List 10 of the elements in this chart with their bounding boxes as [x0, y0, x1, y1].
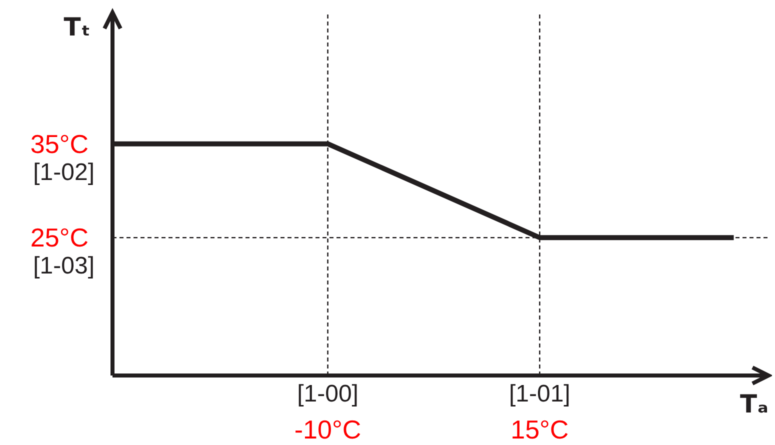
y-axis-title: Tₜ	[64, 12, 91, 42]
text: [1-01]	[508, 380, 570, 408]
text: [1-03]	[33, 252, 95, 280]
text: [1-00]	[297, 380, 358, 408]
text: [1-02]	[33, 158, 95, 186]
x-tick-label: -10°C	[294, 414, 362, 444]
y-tick-label: 35°C	[30, 128, 88, 159]
x-axis-title: Tₐ	[740, 390, 769, 418]
y-tick-label: 25°C	[30, 222, 88, 253]
x-tick-label: 15°C	[510, 414, 569, 444]
